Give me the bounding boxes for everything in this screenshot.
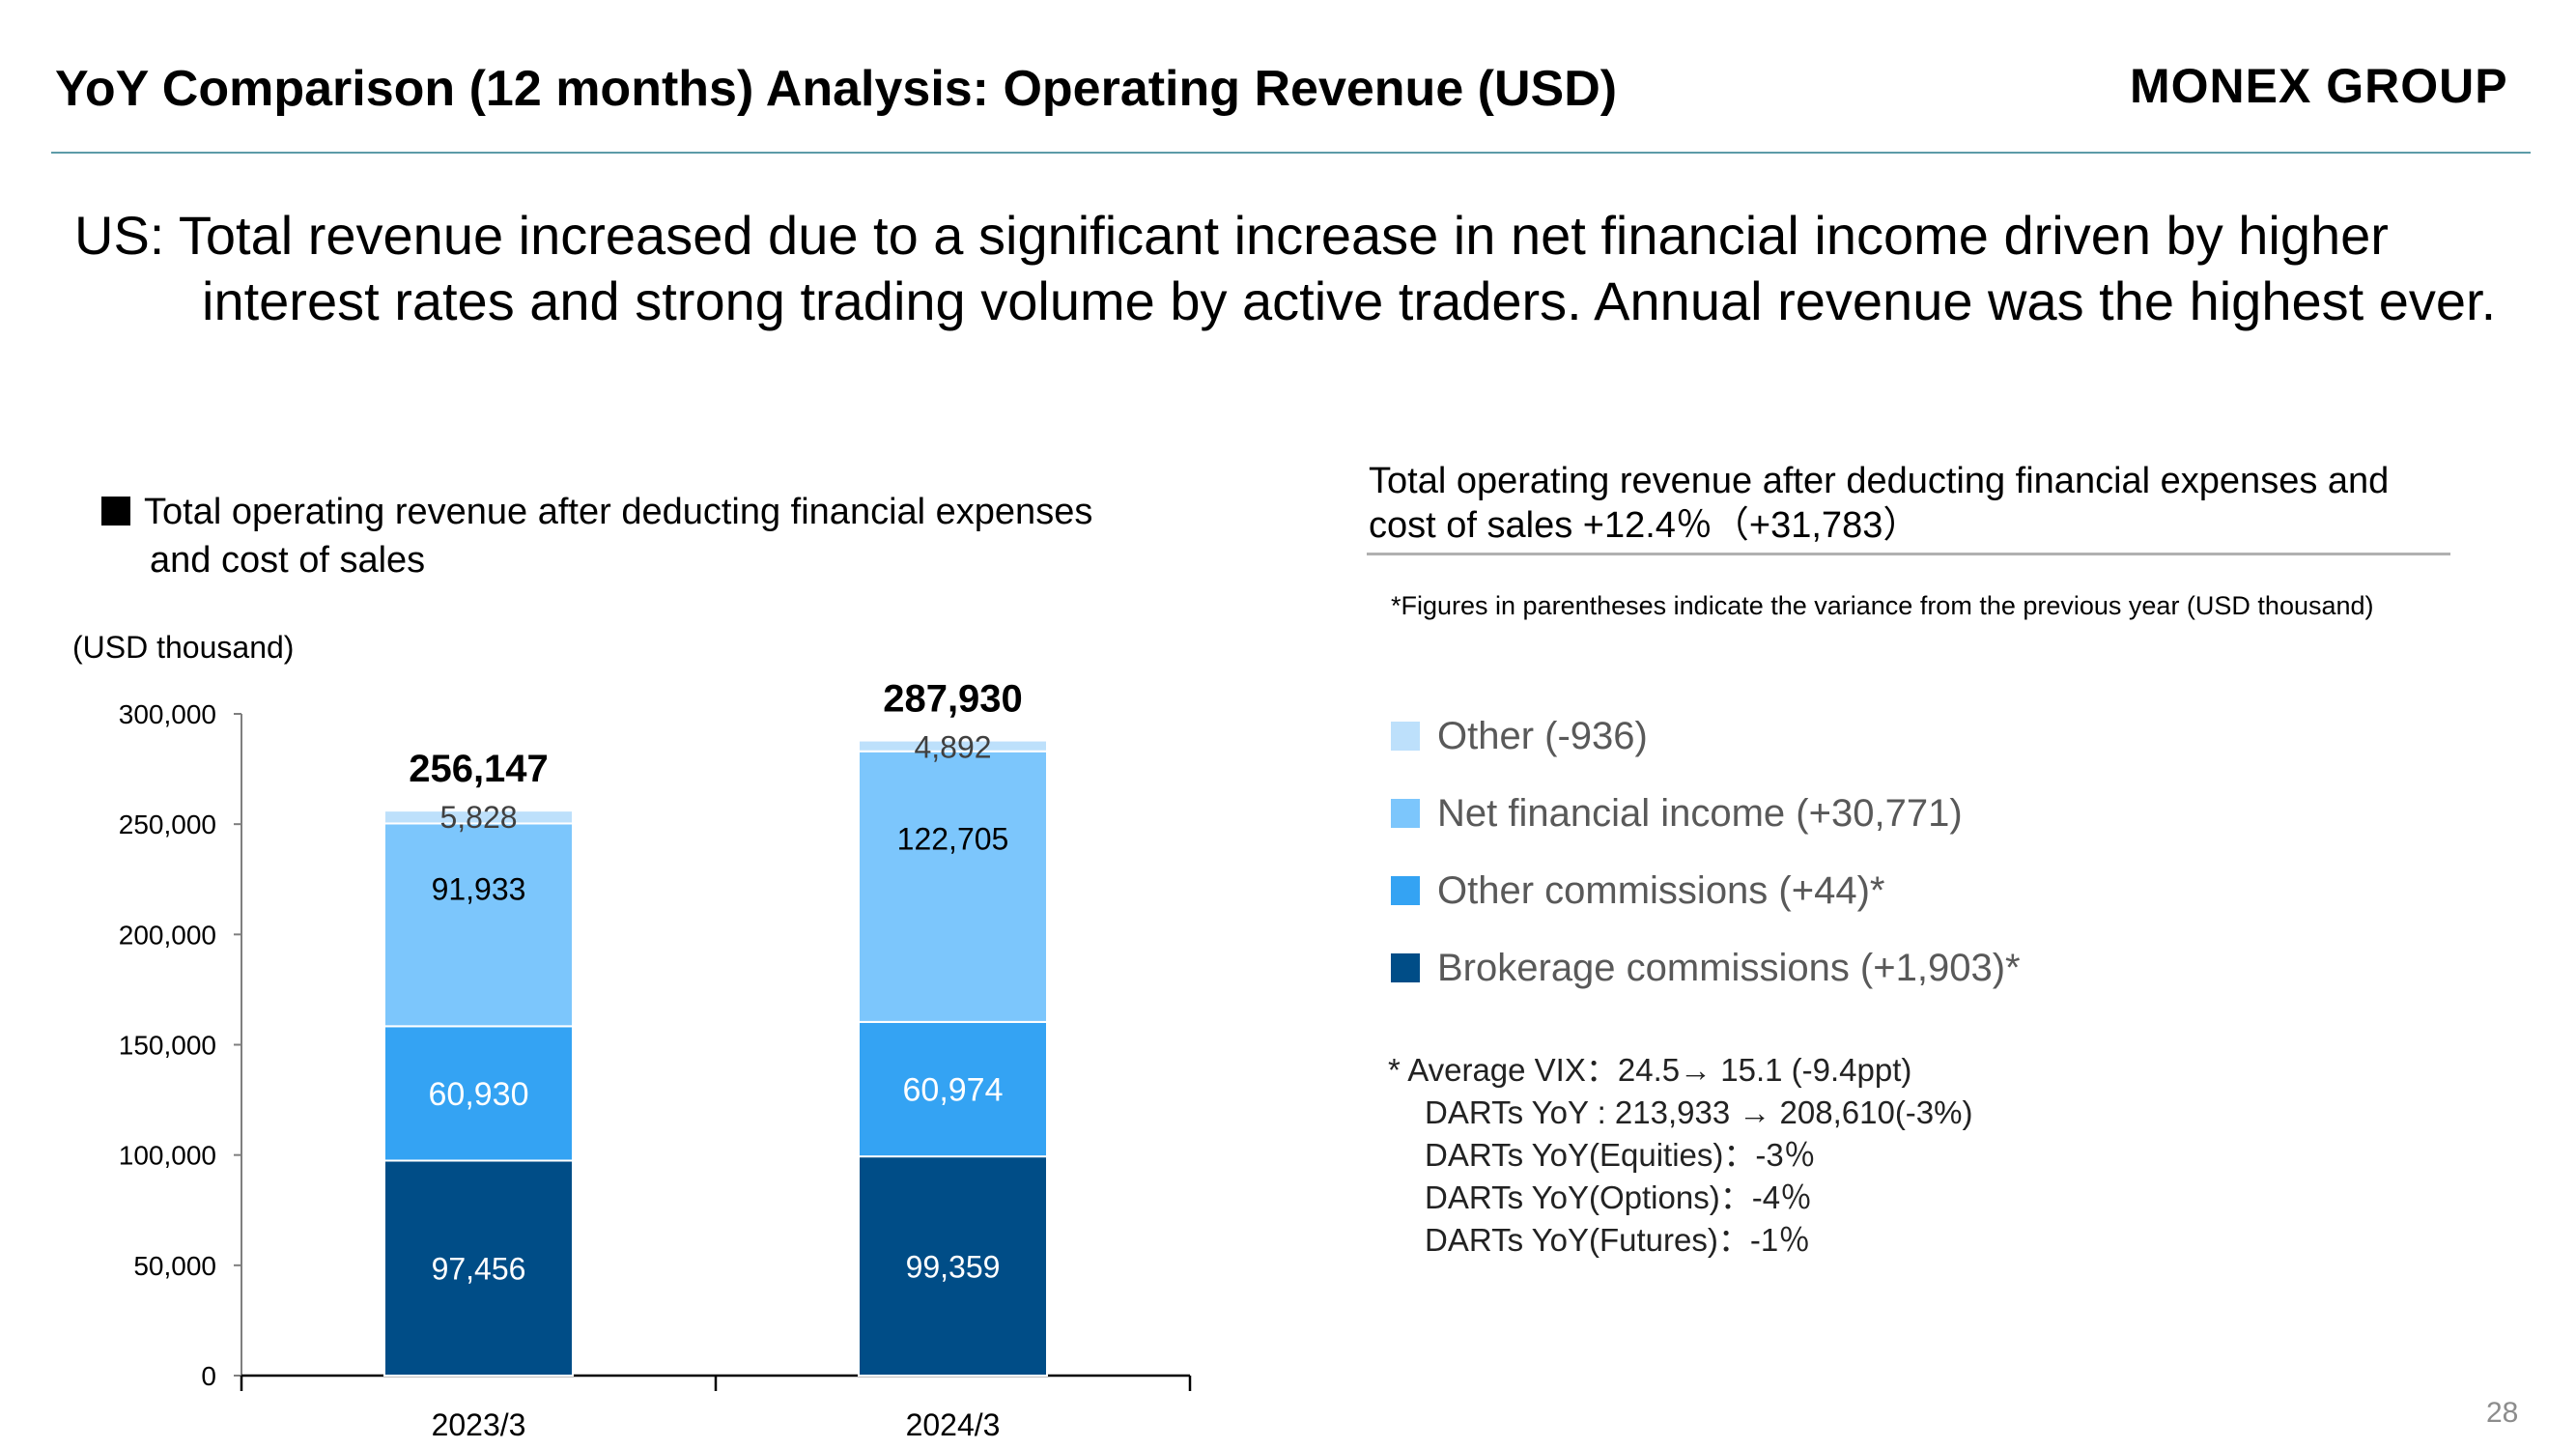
bar-segment: [858, 739, 1048, 753]
legend-item-brokerage-commissions: Brokerage commissions (+1,903)*: [1391, 929, 2021, 1007]
summary-text: Total operating revenue after deducting …: [1369, 461, 2390, 546]
x-tick-label: 2023/3: [432, 1407, 526, 1442]
legend-title-line-1: Total operating revenue after deducting …: [144, 492, 1093, 532]
y-tick-label: 250,000: [119, 810, 216, 839]
note-darts: DARTs YoY : 213,933 → 208,610(-3%): [1425, 1094, 1973, 1130]
chart-legend-title: Total operating revenue after deducting …: [101, 488, 1092, 584]
series-legend: Other (-936) Net financial income (+30,7…: [1391, 697, 2021, 1007]
headline: US: Total revenue increased due to a sig…: [74, 203, 2547, 334]
chart-unit-label: (USD thousand): [72, 630, 295, 665]
legend-label: Brokerage commissions (+1,903)*: [1437, 946, 2021, 989]
y-tick-label: 200,000: [119, 920, 216, 950]
y-tick-label: 100,000: [119, 1141, 216, 1171]
page-title: YoY Comparison (12 months) Analysis: Ope…: [55, 61, 1618, 117]
bar-segment: [383, 810, 574, 825]
legend-label: Net financial income (+30,771): [1437, 791, 1963, 835]
data-label: 4,892: [914, 730, 991, 765]
y-tick-label: 300,000: [119, 699, 216, 729]
data-label: 60,930: [429, 1076, 529, 1113]
data-label: 5,828: [439, 800, 517, 835]
summary-divider: [1367, 553, 2450, 555]
legend-swatch: [1391, 799, 1420, 828]
legend-swatch: [1391, 722, 1420, 751]
bar-segment: [383, 822, 574, 1028]
x-tick-label: 2024/3: [906, 1407, 1001, 1442]
variance-footnote: *Figures in parentheses indicate the var…: [1391, 591, 2374, 620]
data-label: 122,705: [897, 821, 1009, 856]
legend-item-net-financial-income: Net financial income (+30,771): [1391, 775, 2021, 852]
total-label: 287,930: [883, 678, 1023, 721]
bar-segment: [858, 750, 1048, 1023]
legend-label: Other (-936): [1437, 714, 1648, 757]
legend-item-other: Other (-936): [1391, 697, 2021, 775]
note-darts-options: DARTs YoY(Options)：-4％: [1425, 1179, 1813, 1215]
note-vix: * Average VIX：24.5→ 15.1 (-9.4ppt): [1388, 1052, 1912, 1088]
bar-segment: [858, 1020, 1048, 1158]
brand-logo: MONEX GROUP: [2130, 59, 2508, 113]
legend-label: Other commissions (+44)*: [1437, 868, 1885, 912]
data-label: 60,974: [903, 1072, 1004, 1109]
total-label: 256,147: [409, 748, 549, 790]
data-label: 91,933: [432, 872, 526, 907]
black-square-icon: [101, 497, 130, 526]
y-tick-label: 50,000: [133, 1251, 216, 1281]
legend-swatch: [1391, 953, 1420, 982]
legend-item-other-commissions: Other commissions (+44)*: [1391, 852, 2021, 929]
bar-segment: [858, 1155, 1048, 1377]
y-tick-label: 150,000: [119, 1031, 216, 1061]
legend-swatch: [1391, 876, 1420, 905]
data-label: 99,359: [906, 1250, 1001, 1285]
headline-line-2: interest rates and strong trading volume…: [202, 270, 2497, 331]
note-darts-equities: DARTs YoY(Equities)：-3％: [1425, 1137, 1816, 1173]
note-darts-futures: DARTs YoY(Futures)：-1％: [1425, 1222, 1811, 1258]
stacked-bar-chart: 0 50,000 100,000 150,000 200,000 250,000 300,0…: [119, 678, 1192, 1442]
legend-title-line-2: and cost of sales: [150, 540, 426, 581]
data-label: 97,456: [432, 1252, 526, 1287]
bar-segment: [383, 1025, 574, 1162]
headline-line-1: US: Total revenue increased due to a sig…: [74, 205, 2389, 266]
market-notes: * Average VIX：24.5→ 15.1 (-9.4ppt) DARTs…: [1388, 1049, 1972, 1262]
bar-segment: [383, 1159, 574, 1377]
y-tick-label: 0: [201, 1361, 216, 1391]
page-number: 28: [2486, 1397, 2519, 1429]
title-divider: [51, 152, 2531, 154]
